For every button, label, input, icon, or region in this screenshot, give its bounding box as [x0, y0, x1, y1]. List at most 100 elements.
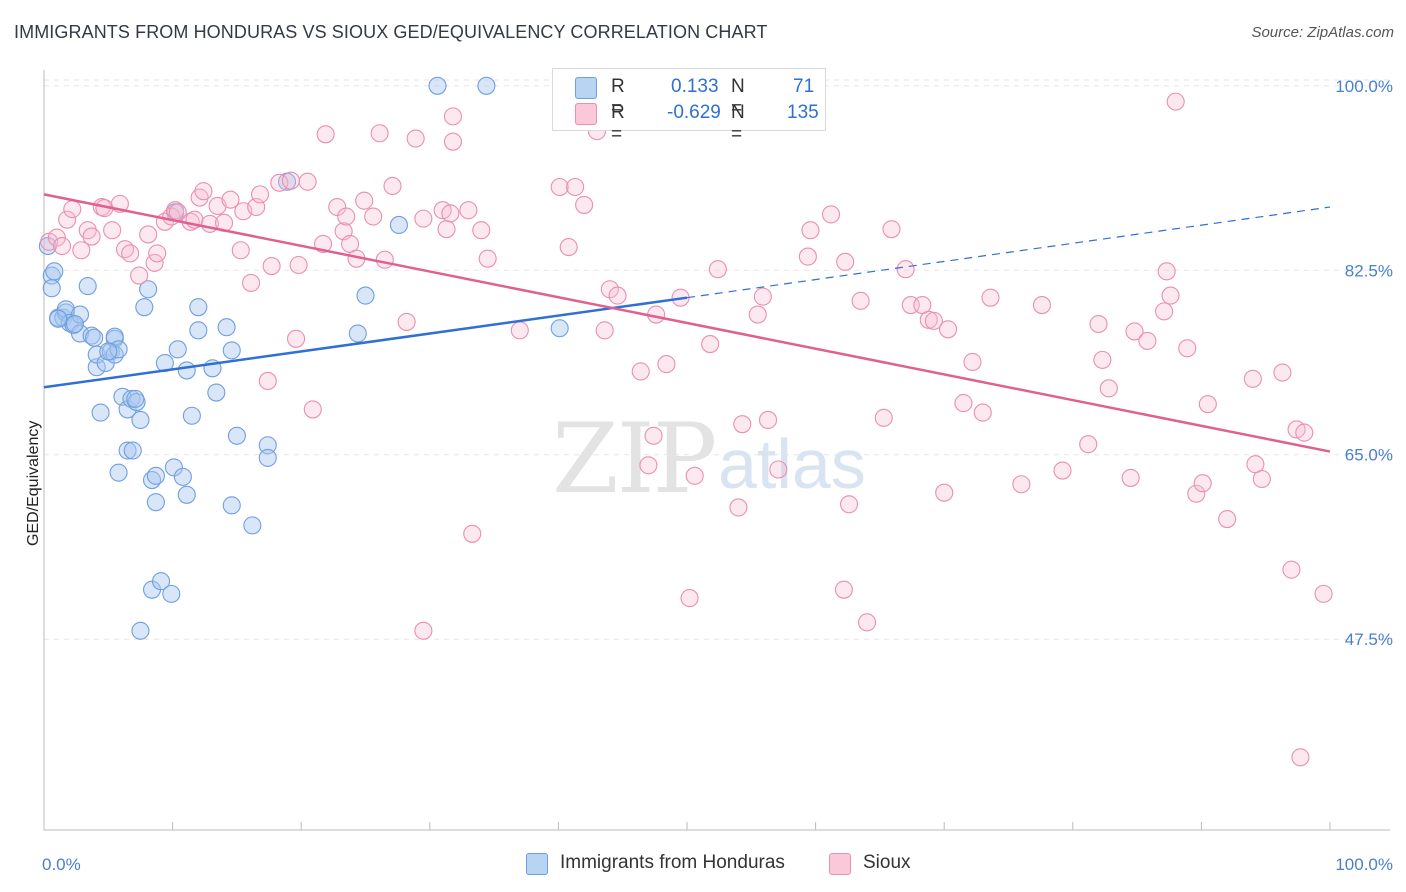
- point-honduras: [189, 321, 208, 340]
- point-sioux: [1121, 468, 1140, 487]
- point-sioux: [836, 252, 855, 271]
- point-honduras: [131, 410, 150, 430]
- point-sioux: [58, 210, 77, 229]
- point-sioux: [1282, 560, 1301, 579]
- point-sioux: [1089, 314, 1108, 334]
- point-sioux: [258, 371, 277, 391]
- legend-r-label: R =: [611, 102, 625, 145]
- point-sioux: [166, 201, 185, 220]
- point-sioux: [130, 266, 149, 285]
- point-sioux: [1012, 475, 1031, 494]
- point-honduras: [177, 361, 196, 380]
- legend-n-value-sioux: 135: [787, 102, 819, 123]
- trend-line-honduras-extension: [686, 206, 1331, 299]
- point-sioux: [437, 220, 456, 239]
- point-honduras: [477, 76, 496, 95]
- point-sioux: [1295, 423, 1314, 442]
- point-sioux: [443, 107, 462, 126]
- point-sioux: [414, 209, 433, 228]
- point-honduras: [258, 436, 277, 455]
- point-sioux: [194, 182, 213, 201]
- point-sioux: [1166, 92, 1185, 111]
- x-tick-label: 0.0%: [42, 855, 81, 874]
- point-sioux: [644, 426, 663, 445]
- y-tick-label: 100.0%: [1335, 77, 1393, 96]
- point-sioux: [1093, 350, 1112, 369]
- point-honduras: [118, 441, 137, 460]
- legend-swatch-honduras: [575, 77, 597, 99]
- point-sioux: [82, 227, 101, 246]
- point-honduras: [78, 277, 97, 296]
- point-sioux: [364, 207, 383, 226]
- point-sioux: [657, 355, 676, 374]
- point-honduras: [173, 467, 192, 486]
- x-tick-marks: [43, 822, 1331, 830]
- point-sioux: [397, 312, 416, 331]
- point-honduras: [85, 328, 104, 347]
- point-sioux: [608, 286, 627, 305]
- point-honduras: [243, 516, 262, 535]
- point-honduras: [222, 341, 241, 360]
- point-sioux: [316, 125, 335, 144]
- point-honduras: [122, 389, 141, 408]
- point-sioux: [769, 460, 788, 479]
- point-sioux: [963, 352, 982, 372]
- source-label: Source: ZipAtlas.com: [1251, 24, 1394, 41]
- point-honduras: [168, 340, 187, 359]
- point-sioux: [954, 394, 973, 413]
- point-sioux: [221, 190, 240, 209]
- point-sioux: [882, 220, 901, 239]
- point-sioux: [896, 260, 915, 279]
- chart-title: IMMIGRANTS FROM HONDURAS VS SIOUX GED/EQ…: [14, 22, 768, 42]
- point-sioux: [139, 225, 158, 244]
- point-sioux: [510, 321, 529, 340]
- point-sioux: [72, 241, 91, 260]
- point-sioux: [798, 247, 817, 266]
- trend-line-honduras: [43, 296, 688, 389]
- point-sioux: [685, 466, 704, 485]
- point-sioux: [63, 200, 82, 219]
- point-sioux: [375, 250, 394, 269]
- legend-n-value-honduras: 71: [793, 76, 815, 97]
- point-honduras: [162, 584, 181, 603]
- point-sioux: [1198, 395, 1217, 414]
- point-sioux: [1273, 363, 1292, 382]
- point-honduras: [87, 358, 106, 377]
- point-sioux: [1053, 461, 1072, 480]
- point-sioux: [337, 207, 356, 226]
- point-honduras: [389, 215, 408, 235]
- point-sioux: [801, 221, 820, 240]
- point-sioux: [758, 410, 778, 430]
- point-honduras: [164, 458, 183, 477]
- point-honduras: [258, 448, 277, 467]
- point-honduras: [45, 262, 64, 281]
- point-sioux: [441, 204, 460, 223]
- point-sioux: [370, 124, 389, 143]
- point-honduras: [146, 493, 165, 512]
- point-sioux: [443, 132, 462, 151]
- point-sioux: [1187, 484, 1206, 503]
- point-sioux: [1218, 509, 1237, 529]
- legend-swatch-sioux: [575, 103, 597, 125]
- point-honduras: [222, 496, 241, 515]
- legend-n-label: N =: [731, 76, 745, 119]
- trend-line-sioux: [43, 193, 1331, 453]
- point-sioux: [935, 483, 954, 502]
- point-sioux: [298, 172, 317, 191]
- point-honduras: [56, 300, 75, 319]
- y-tick-label: 47.5%: [1345, 630, 1393, 649]
- point-sioux: [250, 185, 270, 204]
- point-sioux: [383, 176, 402, 196]
- point-sioux: [834, 580, 853, 599]
- point-sioux: [241, 273, 261, 292]
- point-sioux: [973, 403, 992, 422]
- point-sioux: [1252, 469, 1271, 489]
- bottom-legend-swatch-sioux: [829, 853, 851, 875]
- point-sioux: [1291, 748, 1310, 767]
- bottom-legend-label-sioux: Sioux: [863, 852, 911, 873]
- point-sioux: [595, 321, 614, 340]
- watermark-zip: ZIP: [552, 403, 715, 515]
- point-honduras: [177, 485, 196, 504]
- point-sioux: [281, 171, 300, 190]
